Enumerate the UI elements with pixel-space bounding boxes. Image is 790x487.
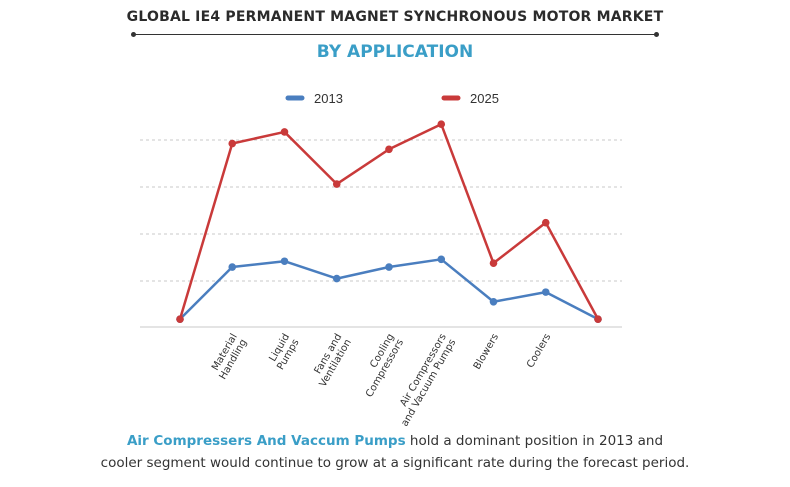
caption-line-1-rest: hold a dominant position in 2013 and — [405, 433, 664, 449]
point-2025-0 — [176, 315, 184, 323]
x-label-3: Fans andVentilation — [308, 332, 354, 389]
line-chart: 2013 2025 MaterialHandling LiquidPumps Fans… — [140, 91, 622, 429]
caption-line-2: cooler segment would continue to grow at… — [100, 455, 690, 471]
chart-title: GLOBAL IE4 PERMANENT MAGNET SYNCHRONOUS … — [126, 9, 664, 25]
title-divider — [134, 34, 656, 35]
x-label-6: Blowers — [472, 332, 501, 372]
gridlines — [140, 139, 622, 328]
legend-label-2025: 2025 — [470, 91, 499, 106]
legend: 2013 2025 — [285, 91, 499, 106]
x-label-4: CoolingCompressors — [355, 332, 407, 399]
caption-line-1: Air Compressers And Vaccum Pumps hold a … — [0, 430, 790, 452]
x-axis-labels: MaterialHandling LiquidPumps Fans andVenti… — [208, 332, 553, 429]
point-2013-3 — [332, 274, 341, 283]
caption-highlight: Air Compressers And Vaccum Pumps — [126, 433, 406, 449]
point-2025-1 — [228, 139, 237, 148]
x-label-2: LiquidPumps — [266, 332, 302, 372]
x-label-1: MaterialHandling — [208, 332, 249, 382]
point-2025-7 — [541, 218, 550, 227]
point-2013-1 — [228, 263, 237, 271]
series-lines — [176, 120, 602, 323]
point-2013-2 — [280, 257, 289, 266]
point-2013-6 — [489, 297, 498, 306]
title-divider-left-dot — [131, 32, 136, 37]
point-2025-4 — [385, 145, 393, 154]
point-2025-3 — [332, 180, 341, 188]
legend-label-2013: 2013 — [314, 91, 343, 106]
point-2013-4 — [385, 263, 393, 271]
point-2025-8 — [594, 315, 602, 323]
caption: Air Compressers And Vaccum Pumps hold a … — [0, 430, 790, 474]
x-label-7: Coolers — [525, 332, 553, 370]
point-2013-7 — [541, 288, 550, 296]
point-2013-5 — [437, 255, 446, 264]
series-line-2025 — [178, 122, 600, 320]
point-2025-2 — [280, 128, 289, 136]
title-divider-right-dot — [654, 32, 659, 37]
point-2025-5 — [437, 120, 446, 129]
chart-subtitle: BY APPLICATION — [316, 42, 474, 62]
point-2025-6 — [489, 259, 498, 267]
